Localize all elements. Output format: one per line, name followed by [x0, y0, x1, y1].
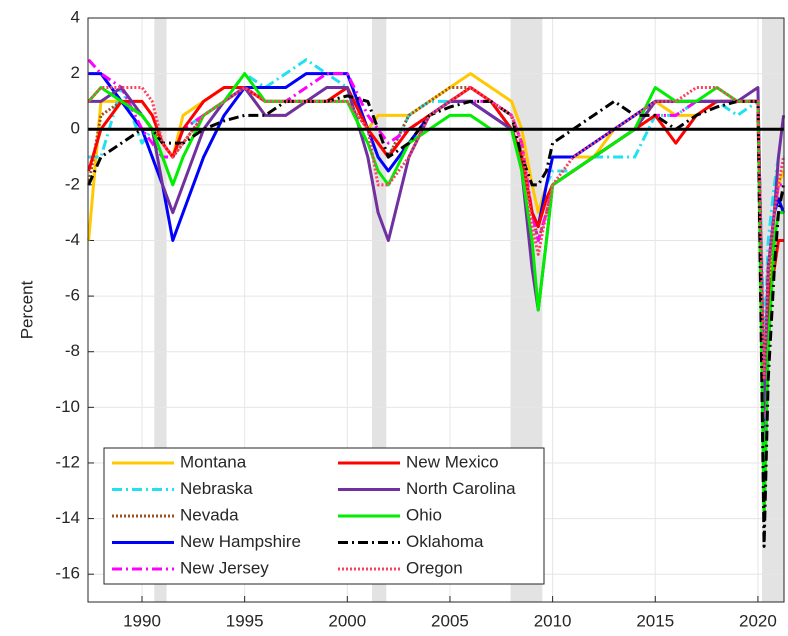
x-tick-label: 2000 [328, 611, 366, 630]
y-tick-label: 4 [71, 7, 80, 26]
legend-label: Oklahoma [406, 532, 484, 551]
legend-label: Nebraska [180, 479, 253, 498]
y-tick-label: -4 [65, 230, 80, 249]
x-tick-label: 2015 [636, 611, 674, 630]
legend-label: Oregon [406, 558, 463, 577]
legend-label: Montana [180, 452, 247, 471]
y-tick-label: 0 [71, 119, 80, 138]
y-axis-label: Percent [17, 280, 36, 339]
y-tick-label: -12 [55, 452, 80, 471]
series-line [87, 58, 784, 465]
legend-label: New Jersey [180, 558, 269, 577]
legend-label: New Mexico [406, 452, 499, 471]
plot-frame [87, 17, 785, 603]
legend-box [103, 447, 545, 585]
x-tick-label: 2010 [534, 611, 572, 630]
legend-label: North Carolina [406, 479, 516, 498]
legend-label: Nevada [180, 505, 239, 524]
y-tick-label: -8 [65, 341, 80, 360]
legend-label: Ohio [406, 505, 442, 524]
x-tick-label: 1995 [226, 611, 264, 630]
y-tick-label: 2 [71, 63, 80, 82]
series-line [88, 58, 784, 354]
y-tick-label: -10 [55, 397, 80, 416]
x-tick-label: 1990 [123, 611, 161, 630]
y-tick-label: -16 [55, 564, 80, 583]
y-tick-label: -2 [65, 174, 80, 193]
y-tick-label: -14 [55, 508, 80, 527]
y-tick-label: -6 [65, 286, 80, 305]
x-tick-label: 2005 [431, 611, 469, 630]
series-line [87, 86, 786, 382]
series-line [87, 72, 784, 521]
x-tick-label: 2020 [739, 611, 777, 630]
series-line [87, 94, 786, 548]
legend-label: New Hampshire [180, 532, 301, 551]
